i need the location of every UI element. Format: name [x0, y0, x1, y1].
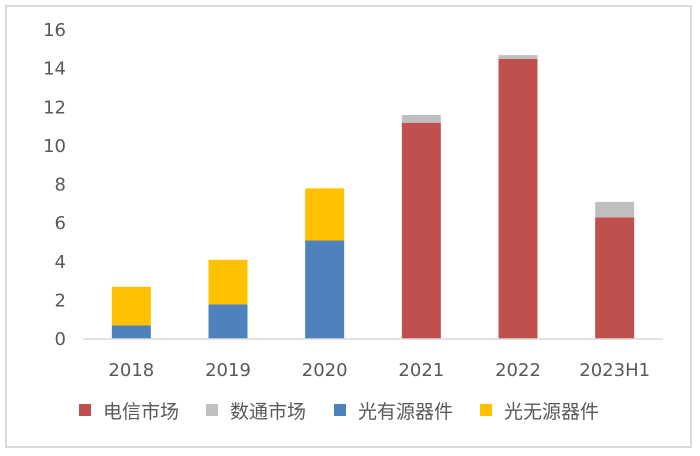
legend-item: 数通市场: [206, 401, 306, 423]
y-tick-label: 4: [55, 252, 66, 273]
bar-stack-2018: [111, 286, 151, 339]
chart-frame: [5, 5, 692, 448]
x-tick-label: 2023H1: [579, 360, 650, 381]
legend-swatch: [480, 404, 492, 416]
x-tick-label: 2020: [302, 360, 348, 381]
y-tick-label: 14: [43, 59, 66, 80]
legend-label: 电信市场: [103, 401, 179, 423]
x-axis: 2018 2019 2020 2021 2022 2023H1: [108, 360, 650, 381]
y-tick-label: 2: [55, 290, 66, 311]
bar-segment: [208, 259, 248, 305]
bar-stack-2019: [208, 259, 248, 339]
legend-item: 电信市场: [79, 401, 179, 423]
x-tick-label: 2019: [205, 360, 251, 381]
legend-label: 光无源器件: [504, 401, 599, 423]
legend-swatch: [334, 404, 346, 416]
legend: 电信市场 数通市场 光有源器件 光无源器件: [79, 401, 599, 423]
bar-segment: [111, 325, 151, 339]
legend-label: 光有源器件: [358, 401, 453, 423]
bar-segment: [401, 122, 441, 339]
bar-segment: [401, 114, 441, 123]
legend-item: 光无源器件: [480, 401, 599, 423]
bar-stack-2022: [498, 55, 538, 339]
y-tick-label: 12: [43, 97, 66, 118]
legend-swatch: [79, 404, 91, 416]
bar-stack-2023H1: [595, 201, 635, 339]
y-tick-label: 16: [43, 20, 66, 41]
x-tick-label: 2021: [398, 360, 444, 381]
bar-segment: [498, 55, 538, 59]
bar-segment: [208, 304, 248, 339]
y-tick-label: 8: [55, 175, 66, 196]
bars-area: [111, 55, 635, 339]
bar-segment: [305, 188, 345, 241]
y-tick-label: 10: [43, 136, 66, 157]
x-tick-label: 2022: [495, 360, 541, 381]
y-tick-label: 0: [55, 329, 66, 350]
bar-segment: [111, 286, 151, 326]
bar-segment: [498, 58, 538, 339]
y-axis: 0 2 4 6 8 10 12 14 16: [43, 20, 66, 350]
bar-stack-2021: [401, 114, 441, 339]
legend-swatch: [206, 404, 218, 416]
bar-segment: [305, 240, 345, 339]
legend-item: 光有源器件: [334, 401, 453, 423]
bar-segment: [595, 201, 635, 218]
y-tick-label: 6: [55, 213, 66, 234]
legend-label: 数通市场: [230, 401, 306, 423]
bar-segment: [595, 217, 635, 339]
x-tick-label: 2018: [108, 360, 154, 381]
bar-stack-2020: [305, 188, 345, 339]
